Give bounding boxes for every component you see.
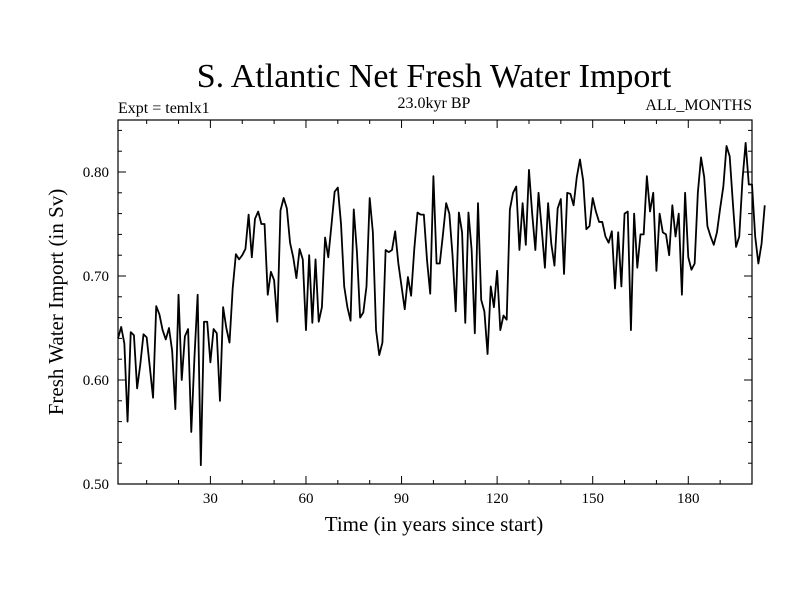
x-tick-label: 90 (394, 491, 409, 507)
plot-frame (117, 119, 753, 485)
experiment-label: Expt = temlx1 (118, 100, 210, 117)
y-tick-label: 0.50 (83, 477, 109, 493)
series-line (117, 141, 766, 467)
x-tick-label: 150 (581, 491, 604, 507)
y-tick-label: 0.60 (83, 373, 109, 389)
period-label: 23.0kyr BP (398, 95, 471, 112)
chart-title: S. Atlantic Net Fresh Water Import (197, 58, 672, 95)
y-tick-label: 0.70 (83, 269, 109, 285)
plot-area: 30 60 90 120 150 180 0.50 0.60 0.70 0.80 (83, 119, 766, 507)
x-axis-label: Time (in years since start) (325, 512, 544, 536)
y-tick-label: 0.80 (83, 165, 109, 181)
y-axis-label: Fresh Water Import (in Sv) (44, 189, 68, 416)
x-tick-label: 60 (298, 491, 313, 507)
x-tick-label: 120 (486, 491, 509, 507)
x-tick-label: 180 (677, 491, 700, 507)
x-tick-label: 30 (203, 491, 218, 507)
months-label: ALL_MONTHS (645, 97, 752, 114)
